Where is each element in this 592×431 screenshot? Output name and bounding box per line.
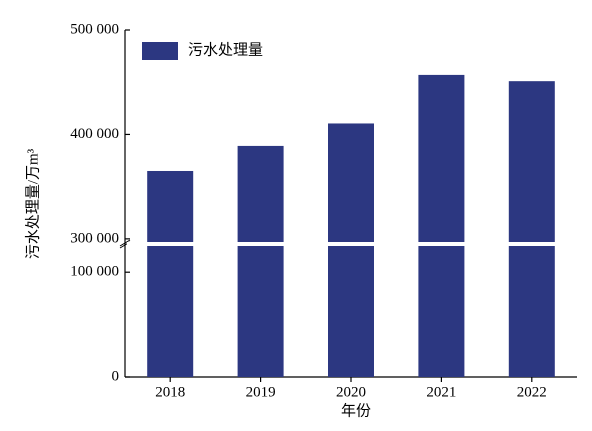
x-tick-label: 2018 — [155, 384, 185, 400]
y-tick-label: 500 000 — [70, 21, 119, 37]
bar — [328, 123, 374, 377]
x-tick-label: 2022 — [517, 384, 547, 400]
y-tick-label: 0 — [112, 368, 120, 384]
legend-label: 污水处理量 — [188, 41, 263, 58]
bar — [508, 81, 555, 377]
break-gap — [127, 242, 579, 246]
bar — [418, 74, 465, 377]
legend-swatch — [142, 42, 178, 60]
y-tick-label: 400 000 — [70, 126, 119, 142]
x-axis-label: 年份 — [341, 402, 371, 419]
x-tick-label: 2019 — [246, 384, 276, 400]
x-tick-label: 2020 — [336, 384, 366, 400]
y-tick-label: 100 000 — [70, 264, 119, 280]
y-tick-label: 300 000 — [70, 230, 119, 246]
y-axis-label: 污水处理量/万m³ — [24, 148, 41, 259]
x-tick-label: 2021 — [426, 384, 456, 400]
bar — [237, 145, 284, 377]
bar — [147, 170, 194, 377]
